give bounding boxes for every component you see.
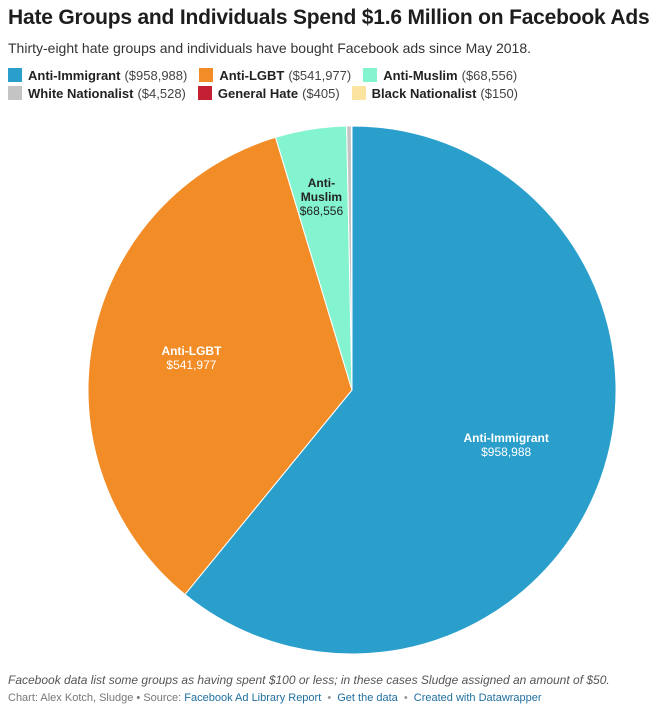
separator: • <box>327 692 332 704</box>
slice-label-value: $958,988 <box>481 445 531 459</box>
slice-label-name: Anti-Immigrant <box>463 431 548 445</box>
slice-label-anti-immigrant: Anti-Immigrant$958,988 <box>463 431 548 459</box>
credits: Chart: Alex Kotch, Sludge • Source: Face… <box>8 692 542 704</box>
pie-slice-anti-immigrant <box>184 125 617 655</box>
legend-label: Anti-Immigrant <box>28 67 121 83</box>
source-link[interactable]: Facebook Ad Library Report <box>184 692 322 704</box>
legend-swatch-general-hate <box>197 86 212 100</box>
legend-swatch-black-nationalist <box>351 86 366 100</box>
legend-label: Anti-Muslim <box>383 67 458 83</box>
footnote: Facebook data list some groups as having… <box>8 673 610 687</box>
legend-label: Anti-LGBT <box>219 67 285 83</box>
pie-slice-anti-lgbt <box>87 136 353 596</box>
legend-label: Black Nationalist <box>371 85 477 101</box>
legend-label: White Nationalist <box>28 85 134 101</box>
legend-value: ($68,556) <box>461 67 518 83</box>
pie-chart: Anti-Immigrant$958,988Anti-LGBT$541,977A… <box>87 125 617 655</box>
legend-item-black-nationalist: Black Nationalist ($150) <box>351 85 518 101</box>
slice-label-value: $68,556 <box>300 204 344 218</box>
legend-swatch-white-nationalist <box>8 86 22 100</box>
legend: Anti-Immigrant ($958,988) Anti-LGBT ($54… <box>8 66 658 102</box>
legend-value: ($150) <box>480 85 518 101</box>
slice-label-value: $541,977 <box>166 358 216 372</box>
legend-row-1: Anti-Immigrant ($958,988) Anti-LGBT ($54… <box>8 66 658 84</box>
legend-item-anti-lgbt: Anti-LGBT ($541,977) <box>199 68 351 83</box>
slice-label-name: Anti- <box>308 176 335 190</box>
slice-label-name: Anti-LGBT <box>161 344 222 358</box>
legend-value: ($541,977) <box>288 67 352 83</box>
legend-item-white-nationalist: White Nationalist ($4,528) <box>8 86 186 101</box>
legend-item-anti-muslim: Anti-Muslim ($68,556) <box>363 68 517 83</box>
separator: • <box>403 692 408 704</box>
legend-swatch-anti-lgbt <box>199 68 214 82</box>
credit-prefix: Chart: Alex Kotch, Sludge • Source: <box>8 692 182 704</box>
legend-swatch-anti-immigrant <box>8 68 22 82</box>
created-with-link[interactable]: Created with Datawrapper <box>413 692 542 704</box>
legend-value: ($405) <box>302 85 340 101</box>
legend-swatch-anti-muslim <box>363 68 378 82</box>
chart-title: Hate Groups and Individuals Spend $1.6 M… <box>8 6 650 29</box>
legend-label: General Hate <box>217 85 299 101</box>
legend-row-2: White Nationalist ($4,528) General Hate … <box>8 84 658 102</box>
legend-item-general-hate: General Hate ($405) <box>197 85 340 101</box>
get-data-link[interactable]: Get the data <box>337 692 398 704</box>
legend-item-anti-immigrant: Anti-Immigrant ($958,988) <box>8 68 187 83</box>
legend-value: ($958,988) <box>124 67 188 83</box>
slice-label-name: Muslim <box>301 190 342 204</box>
legend-value: ($4,528) <box>137 85 186 101</box>
chart-subtitle: Thirty-eight hate groups and individuals… <box>8 40 531 56</box>
slice-label-anti-muslim: Anti-Muslim$68,556 <box>300 176 344 218</box>
slice-label-anti-lgbt: Anti-LGBT$541,977 <box>161 344 222 372</box>
